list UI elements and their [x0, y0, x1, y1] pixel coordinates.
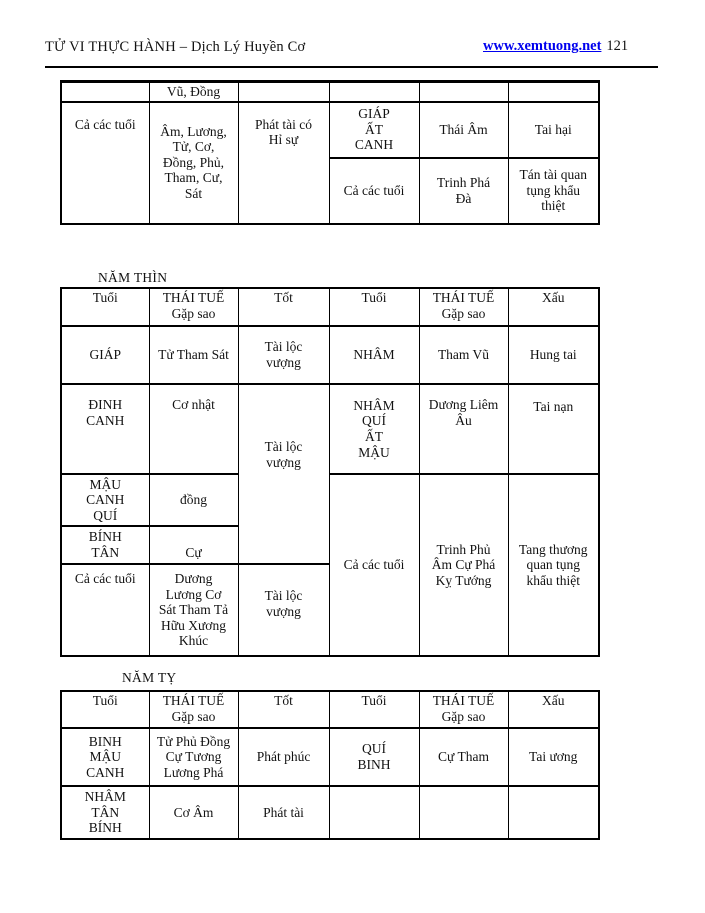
empty-cell: [507, 80, 600, 103]
empty-cell: [418, 80, 509, 103]
tuoi-cell: Cả các tuổi: [60, 563, 150, 657]
sao-cell: Vũ, Đồng: [148, 80, 239, 103]
site-link[interactable]: www.xemtuong.net: [483, 38, 602, 54]
sao-cell: Cự Tham: [418, 727, 509, 787]
tuoi-cell: MẬU CANH QUÍ: [60, 473, 150, 527]
tot-cell: Tài lộc vượng: [237, 325, 330, 385]
tuoi-cell: ĐINH CANH: [60, 383, 150, 475]
xau-cell: Tang thương quan tụng khẩu thiệt: [507, 473, 600, 657]
col-header-thai-tue: THÁI TUẾ Gặp sao: [148, 690, 239, 729]
sao-cell: Cơ Âm: [148, 785, 239, 840]
sao-cell: Cơ nhật: [148, 383, 239, 475]
sao-cell: Trinh Phủ Âm Cự Phá Kỵ Tướng: [418, 473, 509, 657]
col-header-thai-tue: THÁI TUẾ Gặp sao: [418, 287, 509, 327]
tuoi-cell: GIÁP: [60, 325, 150, 385]
xau-cell: Hung tai: [507, 325, 600, 385]
sao-cell: Âm, Lương, Tử, Cơ, Đồng, Phủ, Tham, Cư, …: [148, 100, 239, 225]
tot-cell: Phát tài: [237, 785, 330, 840]
col-header-tot: Tốt: [237, 287, 330, 327]
sao-cell: Tử Phủ Đồng Cự Tương Lương Phá: [148, 727, 239, 787]
xau-cell: Tán tài quan tụng khẩu thiệt: [507, 156, 600, 225]
tuoi-cell: NHÂM TÂN BÍNH: [60, 785, 150, 840]
sao-cell: Dương Lương Cơ Sát Tham Tả Hữu Xương Khú…: [148, 563, 239, 657]
tot-cell: Tài lộc vượng: [237, 563, 330, 657]
col-header-tuoi: Tuổi: [60, 287, 150, 327]
tuoi-cell: BINH MẬU CANH: [60, 727, 150, 787]
empty-cell: [237, 80, 330, 103]
carryover-table: Vũ, Đồng Cả các tuổi Âm, Lương, Tử, Cơ, …: [60, 80, 600, 225]
nam-ty-table: Tuổi THÁI TUẾ Gặp sao Tốt Tuổi THÁI TUẾ …: [60, 690, 600, 840]
tuoi-cell: GIÁP ẤT CANH: [328, 100, 420, 159]
tot-cell: Phát tài có Hỉ sự: [237, 100, 330, 225]
tuoi-cell: NHÂM QUÍ ẤT MẬU: [328, 383, 420, 475]
header-rule: [45, 66, 658, 68]
tot-cell: Phát phúc: [237, 727, 330, 787]
col-header-tuoi: Tuổi: [328, 287, 420, 327]
all-ages-cell: Cả các tuổi: [60, 100, 150, 225]
col-header-xau: Xấu: [507, 690, 600, 729]
tuoi-cell: NHÂM: [328, 325, 420, 385]
xau-cell: [507, 785, 600, 840]
col-header-thai-tue: THÁI TUẾ Gặp sao: [148, 287, 239, 327]
col-header-thai-tue: THÁI TUẾ Gặp sao: [418, 690, 509, 729]
tuoi-cell: QUÍ BINH: [328, 727, 420, 787]
sao-cell: Tham Vũ: [418, 325, 509, 385]
tuoi-cell: Cả các tuổi: [328, 473, 420, 657]
tot-cell: Tài lộc vượng: [237, 383, 330, 565]
section-heading-nam-thin: NĂM THÌN: [98, 270, 168, 285]
sao-cell: đồng: [148, 473, 239, 527]
nam-thin-table: Tuổi THÁI TUẾ Gặp sao Tốt Tuổi THÁI TUẾ …: [60, 287, 600, 657]
col-header-xau: Xấu: [507, 287, 600, 327]
sao-cell: Thái Âm: [418, 100, 509, 159]
sao-cell: Dương Liêm Âu: [418, 383, 509, 475]
col-header-tuoi: Tuổi: [328, 690, 420, 729]
sao-cell: [418, 785, 509, 840]
sao-cell: Cự: [148, 525, 239, 565]
col-header-tot: Tốt: [237, 690, 330, 729]
empty-cell: [60, 80, 150, 103]
xau-cell: Tai ương: [507, 727, 600, 787]
empty-cell: [328, 80, 420, 103]
tuoi-cell: Cả các tuổi: [328, 156, 420, 225]
header-right: www.xemtuong.net 121: [483, 38, 628, 55]
col-header-tuoi: Tuổi: [60, 690, 150, 729]
section-heading-nam-ty: NĂM TỴ: [122, 670, 177, 685]
page-title: TỬ VI THỰC HÀNH – Dịch Lý Huyền Cơ: [45, 39, 306, 55]
sao-cell: Tử Tham Sát: [148, 325, 239, 385]
xau-cell: Tai nạn: [507, 383, 600, 475]
tuoi-cell: [328, 785, 420, 840]
page-number: 121: [606, 38, 629, 54]
tuoi-cell: BÍNH TÂN: [60, 525, 150, 565]
xau-cell: Tai hại: [507, 100, 600, 159]
sao-cell: Trinh Phá Đà: [418, 156, 509, 225]
